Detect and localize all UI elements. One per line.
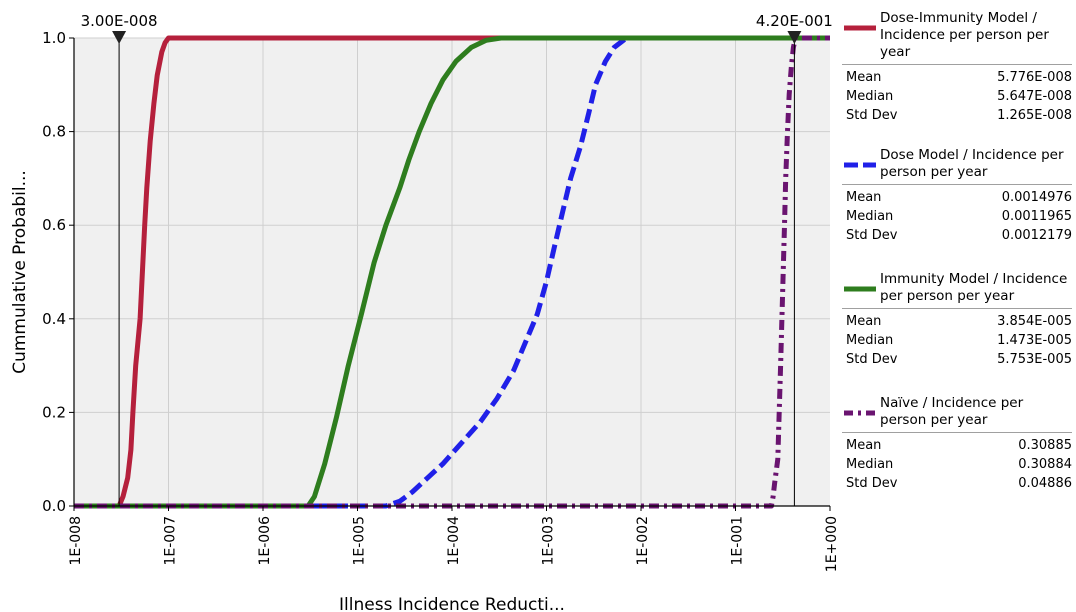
- legend-entry-header: Dose-Immunity Model / Incidence per pers…: [842, 10, 1072, 61]
- stat-label: Std Dev: [846, 228, 898, 243]
- y-tick-label: 0.0: [42, 497, 66, 515]
- y-tick-label: 1.0: [42, 29, 66, 47]
- legend-entry-3: Immunity Model / Incidence per person pe…: [842, 271, 1072, 369]
- legend-divider: [842, 308, 1072, 309]
- legend-stat-row: Median 0.30884: [842, 455, 1072, 474]
- stat-value: 5.647E-008: [997, 89, 1072, 104]
- x-tick-label: 1E-003: [541, 516, 557, 566]
- legend-stat-row: Mean 5.776E-008: [842, 68, 1072, 87]
- stat-label: Median: [846, 333, 894, 348]
- series-line-4: [74, 35, 830, 509]
- legend-entry-header: Dose Model / Incidence per person per ye…: [842, 147, 1072, 181]
- legend-entry-header: Naïve / Incidence per person per year: [842, 395, 1072, 429]
- legend-entry-4: Naïve / Incidence per person per year Mea…: [842, 395, 1072, 493]
- stat-label: Std Dev: [846, 476, 898, 491]
- x-tick-label: 1E-001: [730, 516, 746, 566]
- legend-entry-2: Dose Model / Incidence per person per ye…: [842, 147, 1072, 245]
- legend-stat-row: Std Dev 0.04886: [842, 474, 1072, 493]
- y-tick-label: 0.2: [42, 403, 66, 421]
- series-lines: [74, 35, 830, 509]
- legend-swatch: [844, 286, 876, 292]
- grid-lines: [74, 37, 830, 506]
- stat-value: 1.265E-008: [997, 108, 1072, 123]
- stat-value: 0.0011965: [1001, 209, 1072, 224]
- legend-stat-row: Mean 3.854E-005: [842, 312, 1072, 331]
- stat-label: Std Dev: [846, 108, 898, 123]
- stat-label: Std Dev: [846, 352, 898, 367]
- legend-stat-row: Mean 0.0014976: [842, 188, 1072, 207]
- stat-value: 3.854E-005: [997, 314, 1072, 329]
- stat-value: 5.753E-005: [997, 352, 1072, 367]
- legend-stat-row: Median 0.0011965: [842, 207, 1072, 226]
- stat-value: 0.30885: [1018, 438, 1072, 453]
- legend: Dose-Immunity Model / Incidence per pers…: [842, 10, 1072, 493]
- x-tick-label: 1E-002: [635, 516, 651, 566]
- marker-label-1: 3.00E-008: [81, 12, 158, 30]
- cumulative-probability-chart: 3.00E-008 4.20E-001 1E-008 1E-007 1E-006 1E-…: [10, 12, 840, 612]
- legend-stat-row: Std Dev 0.0012179: [842, 226, 1072, 245]
- marker-label-2: 4.20E-001: [756, 12, 833, 30]
- stat-value: 0.0014976: [1001, 190, 1072, 205]
- x-tick-label: 1E-006: [257, 516, 273, 566]
- stat-label: Median: [846, 209, 894, 224]
- legend-series-name: Naïve / Incidence per person per year: [880, 395, 1024, 428]
- stat-label: Mean: [846, 70, 882, 85]
- stat-label: Median: [846, 89, 894, 104]
- stat-value: 0.04886: [1018, 476, 1072, 491]
- stat-value: 1.473E-005: [997, 333, 1072, 348]
- legend-swatch: [844, 25, 876, 31]
- stat-label: Mean: [846, 314, 882, 329]
- marker-lines: 3.00E-008 4.20E-001: [81, 12, 833, 506]
- stat-label: Median: [846, 457, 894, 472]
- legend-series-name: Dose-Immunity Model / Incidence per pers…: [880, 10, 1049, 60]
- legend-divider: [842, 184, 1072, 185]
- marker-handle-2[interactable]: [787, 31, 802, 44]
- legend-divider: [842, 432, 1072, 433]
- x-tick-label: 1E-005: [352, 516, 368, 566]
- legend-divider: [842, 64, 1072, 65]
- legend-series-name: Dose Model / Incidence per person per ye…: [880, 147, 1064, 180]
- y-tick-label: 0.8: [42, 123, 66, 141]
- stat-label: Mean: [846, 190, 882, 205]
- x-axis-label: Illness Incidence Reducti...: [339, 595, 565, 612]
- x-tick-label: 1E-004: [446, 516, 462, 566]
- legend-stat-row: Median 1.473E-005: [842, 331, 1072, 350]
- stat-value: 0.30884: [1018, 457, 1072, 472]
- stat-label: Mean: [846, 438, 882, 453]
- x-tick-labels: 1E-008 1E-007 1E-006 1E-005 1E-004 1E-003 1E-0…: [68, 506, 840, 572]
- legend-entry-1: Dose-Immunity Model / Incidence per pers…: [842, 10, 1072, 125]
- x-tick-label: 1E+000: [824, 516, 840, 572]
- series-line-1: [74, 35, 830, 509]
- stat-value: 0.0012179: [1001, 228, 1072, 243]
- legend-series-name: Immunity Model / Incidence per person pe…: [880, 271, 1068, 304]
- x-tick-label: 1E-007: [163, 516, 179, 566]
- legend-stat-row: Mean 0.30885: [842, 436, 1072, 455]
- series-line-2: [74, 35, 830, 509]
- legend-entry-header: Immunity Model / Incidence per person pe…: [842, 271, 1072, 305]
- x-tick-label: 1E-008: [68, 516, 84, 566]
- y-tick-label: 0.6: [42, 216, 66, 234]
- legend-swatch: [844, 162, 876, 168]
- y-tick-labels: 0.0 0.2 0.4 0.6 0.8 1.0: [42, 29, 74, 515]
- legend-stat-row: Std Dev 1.265E-008: [842, 106, 1072, 125]
- legend-swatch: [844, 410, 876, 416]
- y-tick-label: 0.4: [42, 310, 66, 328]
- legend-stat-row: Median 5.647E-008: [842, 87, 1072, 106]
- stat-value: 5.776E-008: [997, 70, 1072, 85]
- series-line-3: [74, 35, 830, 509]
- marker-handle-1[interactable]: [112, 31, 127, 44]
- y-axis-label: Cummulative Probabil...: [10, 170, 30, 374]
- legend-stat-row: Std Dev 5.753E-005: [842, 350, 1072, 369]
